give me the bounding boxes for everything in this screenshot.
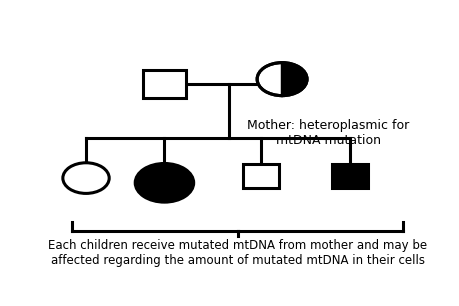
Text: Mother: heteroplasmic for
mtDNA mutation: Mother: heteroplasmic for mtDNA mutation [247,119,409,147]
Text: Each children receive mutated mtDNA from mother and may be
affected regarding th: Each children receive mutated mtDNA from… [48,240,426,267]
Circle shape [135,163,193,202]
Bar [143,70,185,98]
Circle shape [63,163,109,193]
Bar [331,164,367,188]
Wedge shape [281,63,307,96]
Circle shape [257,63,307,95]
Bar [242,164,278,188]
